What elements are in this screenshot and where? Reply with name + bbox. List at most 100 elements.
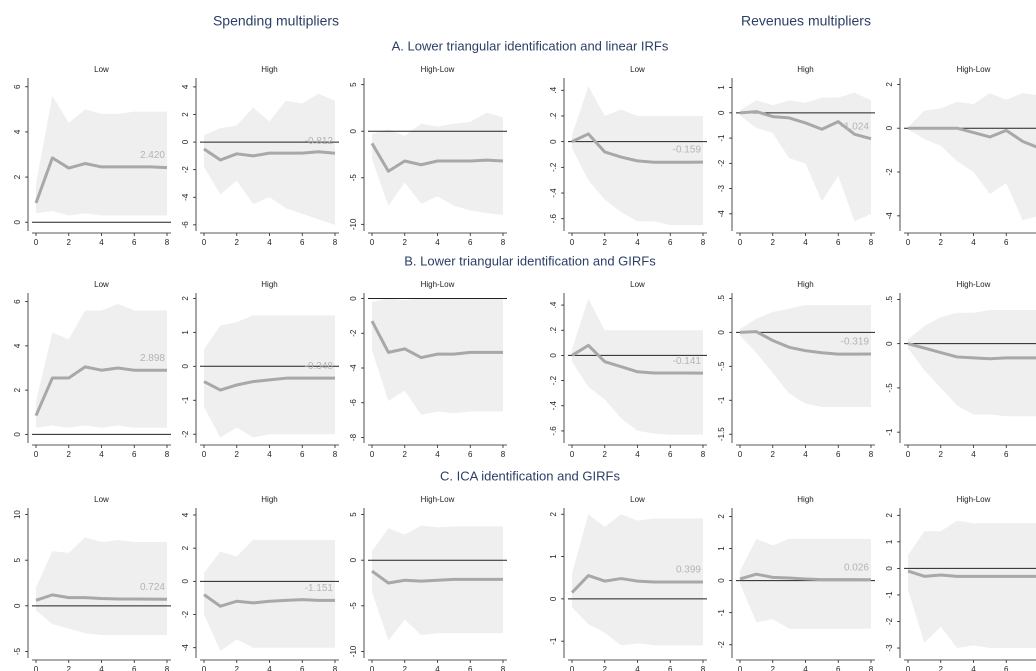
end-label: 0.724 xyxy=(140,582,165,593)
panel-title: High xyxy=(261,280,277,289)
x-tick-label: 6 xyxy=(300,238,305,247)
x-tick-label: 6 xyxy=(300,450,305,459)
y-tick-label: 2 xyxy=(549,511,558,516)
y-tick-label: -1 xyxy=(885,428,894,436)
end-label: -1.024 xyxy=(841,121,870,132)
y-tick-label: 0 xyxy=(181,579,190,584)
y-tick-label: 2 xyxy=(13,174,22,179)
panel-title: High xyxy=(261,65,277,74)
x-tick-label: 8 xyxy=(869,665,874,671)
confidence-band xyxy=(572,298,703,435)
y-tick-label: -4 xyxy=(349,364,358,372)
x-tick-label: 8 xyxy=(701,665,706,671)
y-tick-label: -10 xyxy=(349,645,358,657)
x-tick-label: 6 xyxy=(468,450,473,459)
y-tick-label: -4 xyxy=(181,193,190,201)
x-tick-label: 4 xyxy=(267,450,272,459)
y-tick-label: .4 xyxy=(549,86,558,93)
x-tick-label: 2 xyxy=(603,238,608,247)
y-tick-label: -2 xyxy=(717,159,726,167)
y-tick-label: 2 xyxy=(717,514,726,519)
panel-title: High xyxy=(797,280,813,289)
y-tick-label: 5 xyxy=(349,82,358,87)
x-tick-label: 4 xyxy=(435,238,440,247)
y-tick-label: 0 xyxy=(885,341,894,346)
x-tick-label: 4 xyxy=(635,665,640,671)
x-tick-label: 2 xyxy=(939,238,944,247)
y-tick-label: 2 xyxy=(885,513,894,518)
y-tick-label: .5 xyxy=(885,296,894,303)
x-tick-label: 2 xyxy=(603,665,608,671)
x-tick-label: 0 xyxy=(570,665,575,671)
row-title: A. Lower triangular identification and l… xyxy=(392,38,669,53)
y-tick-label: 0 xyxy=(181,139,190,144)
x-tick-label: 8 xyxy=(869,450,874,459)
x-tick-label: 8 xyxy=(333,238,338,247)
end-label: -0.348 xyxy=(305,361,334,372)
y-tick-label: -.6 xyxy=(549,214,558,224)
panel-title: Low xyxy=(94,495,109,504)
irf-line xyxy=(739,330,872,356)
irf-line xyxy=(907,342,1036,361)
y-tick-label: 6 xyxy=(13,299,22,304)
y-tick-label: 4 xyxy=(181,84,190,89)
end-label: -0.812 xyxy=(305,136,334,147)
y-tick-label: 0 xyxy=(549,353,558,358)
x-tick-label: 0 xyxy=(34,238,39,247)
column-header: Revenues multipliers xyxy=(741,13,871,29)
irf-line xyxy=(370,142,504,173)
x-tick-label: 8 xyxy=(501,238,506,247)
y-tick-label: -1 xyxy=(549,637,558,645)
row-title: C. ICA identification and GIRFs xyxy=(440,468,620,483)
confidence-band xyxy=(908,93,1036,221)
y-tick-label: 0 xyxy=(349,128,358,133)
y-tick-label: -4 xyxy=(181,644,190,652)
x-tick-label: 6 xyxy=(836,450,841,459)
y-tick-label: -2 xyxy=(181,166,190,174)
x-tick-label: 4 xyxy=(267,238,272,247)
x-tick-label: 0 xyxy=(202,665,207,671)
panel-title: High-Low xyxy=(421,280,455,289)
y-tick-label: -5 xyxy=(349,174,358,182)
y-tick-label: -2 xyxy=(181,610,190,618)
y-tick-label: .2 xyxy=(549,112,558,119)
x-tick-label: 6 xyxy=(132,238,137,247)
y-tick-label: 6 xyxy=(13,84,22,89)
x-tick-label: 4 xyxy=(971,450,976,459)
end-label: -0.159 xyxy=(673,145,702,156)
confidence-band xyxy=(36,303,167,428)
y-tick-label: -1 xyxy=(717,396,726,404)
y-tick-label: -.6 xyxy=(549,426,558,436)
y-tick-label: -3 xyxy=(885,644,894,652)
irf-line xyxy=(203,147,336,162)
x-tick-label: 2 xyxy=(67,238,72,247)
x-tick-label: 6 xyxy=(300,665,305,671)
y-tick-label: -2 xyxy=(885,617,894,625)
irf-line xyxy=(371,569,503,585)
x-tick-label: 0 xyxy=(202,238,207,247)
confidence-band xyxy=(740,538,871,629)
y-tick-label: -2 xyxy=(349,329,358,337)
x-tick-label: 2 xyxy=(235,238,240,247)
panel-title: Low xyxy=(630,65,645,74)
y-tick-label: -.4 xyxy=(549,401,558,411)
x-tick-label: 0 xyxy=(570,450,575,459)
x-tick-label: 2 xyxy=(235,665,240,671)
y-tick-label: 0 xyxy=(549,596,558,601)
y-tick-label: 2 xyxy=(181,545,190,550)
panel-title: Low xyxy=(630,280,645,289)
y-tick-label: 2 xyxy=(885,82,894,87)
x-tick-label: 6 xyxy=(668,665,673,671)
y-tick-label: -2 xyxy=(181,430,190,438)
end-label: 2.898 xyxy=(140,353,165,364)
irf-line xyxy=(571,132,704,164)
y-tick-label: 1 xyxy=(885,539,894,544)
confidence-band xyxy=(740,92,871,222)
y-tick-label: -5 xyxy=(349,602,358,610)
x-tick-label: 8 xyxy=(333,665,338,671)
panel-title: Low xyxy=(94,280,109,289)
x-tick-label: 0 xyxy=(906,450,911,459)
y-tick-label: -5 xyxy=(13,647,22,655)
panel-title: Low xyxy=(94,65,109,74)
